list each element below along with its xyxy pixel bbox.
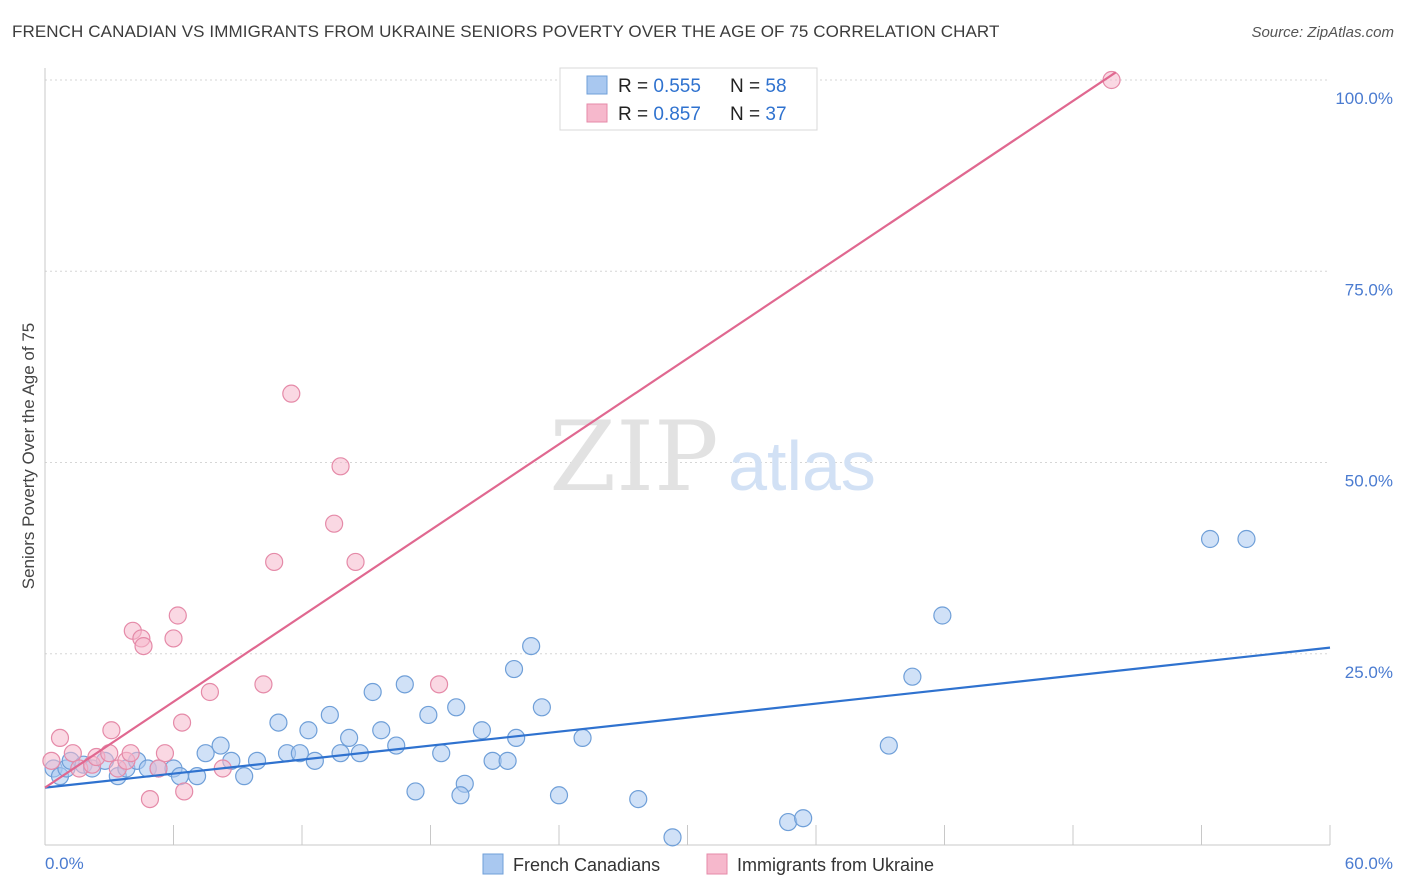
y-tick-label: 50.0% bbox=[1345, 472, 1393, 491]
point-immigrants-ukraine bbox=[168, 606, 187, 625]
point-french-canadians bbox=[629, 789, 648, 809]
y-tick-label: 75.0% bbox=[1345, 280, 1393, 299]
stats-legend-swatch-blue bbox=[586, 75, 608, 95]
point-french-canadians bbox=[879, 736, 898, 755]
svg-text:R = 0.555: R = 0.555 bbox=[618, 76, 701, 97]
point-immigrants-ukraine bbox=[140, 789, 160, 809]
point-immigrants-ukraine bbox=[42, 751, 61, 770]
point-french-canadians bbox=[235, 767, 254, 786]
point-immigrants-ukraine bbox=[149, 759, 168, 778]
point-french-canadians bbox=[573, 728, 592, 748]
svg-text:N = 37: N = 37 bbox=[730, 104, 787, 125]
x-tick-label-max: 60.0% bbox=[1345, 854, 1393, 873]
point-french-canadians bbox=[372, 721, 391, 740]
stats-n-value-blue: 58 bbox=[765, 76, 786, 97]
y-tick-labels: 25.0% 50.0% 75.0% 100.0% bbox=[1335, 89, 1393, 682]
point-french-canadians bbox=[663, 828, 682, 847]
trend-lines bbox=[44, 71, 1331, 789]
stats-legend-swatch-pink bbox=[586, 103, 608, 123]
point-immigrants-ukraine bbox=[254, 675, 273, 694]
point-french-canadians bbox=[933, 606, 952, 625]
stats-n-label-blue: N = bbox=[730, 76, 765, 97]
trend-line-immigrants-ukraine bbox=[44, 71, 1117, 789]
legend-label-immigrants-ukraine: Immigrants from Ukraine bbox=[737, 855, 934, 875]
y-axis-label: Seniors Poverty Over the Age of 75 bbox=[19, 323, 38, 589]
point-french-canadians bbox=[395, 675, 414, 694]
point-immigrants-ukraine bbox=[331, 457, 350, 476]
y-tick-label: 100.0% bbox=[1335, 89, 1393, 108]
stats-n-label-pink: N = bbox=[730, 104, 765, 125]
point-immigrants-ukraine bbox=[346, 552, 365, 572]
stats-n-value-pink: 37 bbox=[765, 104, 786, 125]
point-immigrants-ukraine bbox=[100, 744, 119, 763]
point-immigrants-ukraine bbox=[265, 552, 284, 572]
stats-r-label-blue: R = bbox=[618, 76, 653, 97]
point-immigrants-ukraine bbox=[121, 744, 140, 763]
point-french-canadians bbox=[320, 705, 339, 725]
chart-title: FRENCH CANADIAN VS IMMIGRANTS FROM UKRAI… bbox=[12, 22, 1000, 41]
point-french-canadians bbox=[1200, 529, 1220, 549]
point-french-canadians bbox=[290, 744, 309, 763]
stats-legend: R = 0.555 N = 58 R = 0.857 N = 37 bbox=[559, 67, 818, 131]
series-legend: French Canadians Immigrants from Ukraine bbox=[482, 853, 934, 875]
legend-label-french-canadians: French Canadians bbox=[513, 855, 660, 875]
watermark: ZIP atlas bbox=[549, 401, 876, 513]
point-french-canadians bbox=[472, 721, 491, 740]
source-label: Source: ZipAtlas.com bbox=[1251, 24, 1394, 41]
point-french-canadians bbox=[903, 667, 922, 686]
point-french-canadians bbox=[331, 744, 350, 763]
point-french-canadians bbox=[779, 812, 798, 832]
point-french-canadians bbox=[211, 736, 230, 755]
legend-swatch-french-canadians bbox=[482, 853, 504, 875]
point-french-canadians bbox=[794, 809, 813, 828]
point-french-canadians bbox=[419, 705, 438, 725]
point-immigrants-ukraine bbox=[134, 636, 153, 656]
point-immigrants-ukraine bbox=[282, 384, 301, 403]
point-immigrants-ukraine bbox=[63, 744, 82, 763]
point-immigrants-ukraine bbox=[325, 514, 344, 533]
point-french-canadians bbox=[340, 728, 359, 748]
svg-text:N = 58: N = 58 bbox=[730, 76, 787, 97]
point-french-canadians bbox=[498, 751, 517, 770]
legend-swatch-immigrants-ukraine bbox=[706, 853, 728, 875]
point-french-canadians bbox=[363, 682, 382, 702]
point-french-canadians bbox=[522, 636, 541, 656]
point-french-canadians bbox=[532, 698, 551, 717]
point-immigrants-ukraine bbox=[102, 721, 121, 740]
point-immigrants-ukraine bbox=[429, 675, 449, 694]
point-french-canadians bbox=[305, 751, 324, 770]
y-tick-label: 25.0% bbox=[1345, 663, 1393, 682]
point-french-canadians bbox=[451, 786, 470, 805]
point-immigrants-ukraine bbox=[200, 682, 220, 702]
point-french-canadians bbox=[432, 744, 451, 763]
svg-text:R = 0.857: R = 0.857 bbox=[618, 104, 701, 125]
watermark-zip: ZIP bbox=[549, 401, 718, 513]
watermark-atlas: atlas bbox=[728, 427, 876, 505]
stats-r-label-pink: R = bbox=[618, 104, 653, 125]
point-french-canadians bbox=[447, 698, 466, 717]
trend-line-french-canadians bbox=[44, 646, 1331, 789]
point-french-canadians bbox=[387, 736, 406, 755]
point-french-canadians bbox=[549, 786, 569, 805]
point-french-canadians bbox=[299, 721, 318, 740]
point-immigrants-ukraine bbox=[172, 713, 192, 732]
point-french-canadians bbox=[406, 782, 425, 801]
stats-r-value-blue: 0.555 bbox=[653, 76, 701, 97]
point-immigrants-ukraine bbox=[50, 728, 70, 748]
point-immigrants-ukraine bbox=[155, 744, 175, 763]
data-points bbox=[42, 70, 1256, 847]
point-immigrants-ukraine bbox=[175, 782, 194, 801]
point-french-canadians bbox=[247, 751, 267, 770]
point-french-canadians bbox=[196, 744, 215, 763]
stats-r-value-pink: 0.857 bbox=[653, 104, 701, 125]
point-french-canadians bbox=[1237, 529, 1256, 549]
point-french-canadians bbox=[269, 713, 288, 732]
x-ticks bbox=[44, 825, 1331, 845]
grid-lines bbox=[45, 79, 1330, 655]
point-immigrants-ukraine bbox=[164, 629, 183, 648]
point-french-canadians bbox=[504, 659, 524, 679]
x-tick-label-min: 0.0% bbox=[45, 854, 84, 873]
point-french-canadians bbox=[170, 767, 190, 786]
